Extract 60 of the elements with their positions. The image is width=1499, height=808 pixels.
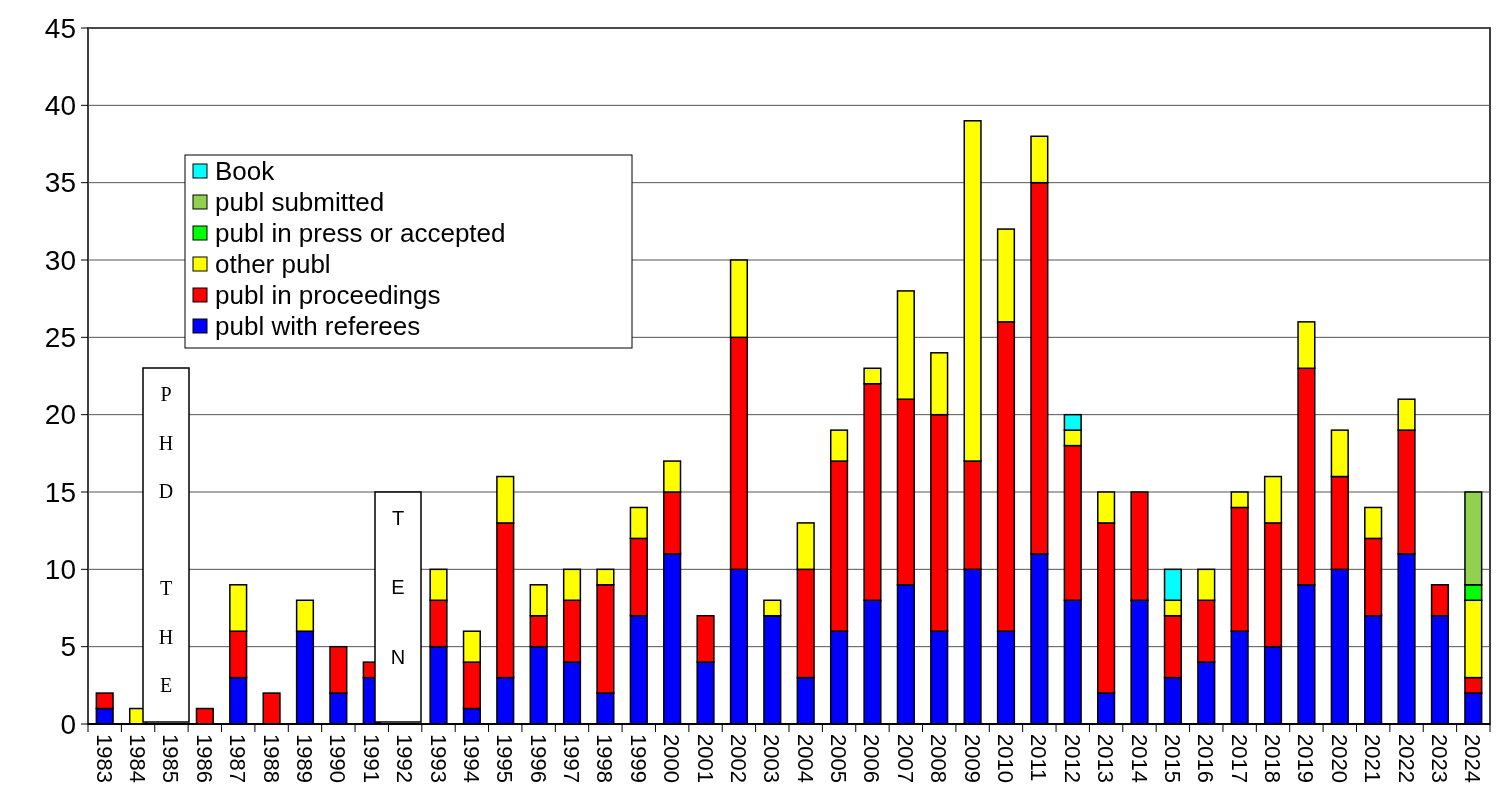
x-tick-label: 1987 (225, 734, 251, 783)
legend-label: publ with referees (215, 311, 421, 342)
x-tick-label: 1993 (425, 734, 451, 783)
x-tick-label: 1986 (191, 734, 217, 783)
x-tick-label: 2002 (725, 734, 751, 783)
x-tick-label: 2006 (859, 734, 885, 783)
y-tick-label: 10 (44, 554, 76, 586)
legend-label: Book (215, 156, 276, 187)
x-tick-label: 2011 (1026, 734, 1052, 782)
x-tick-label: 2019 (1293, 734, 1319, 783)
y-tick-label: 5 (60, 631, 76, 663)
x-tick-label: 1989 (291, 734, 317, 783)
x-tick-label: 2017 (1226, 734, 1252, 783)
x-tick-label: 2005 (826, 734, 852, 783)
x-tick-label: 1991 (358, 734, 384, 783)
legend-label: publ in proceedings (215, 280, 441, 311)
y-tick-label: 45 (44, 12, 76, 44)
x-tick-label: 1983 (91, 734, 117, 783)
x-tick-label: 1988 (258, 734, 284, 783)
y-tick-label: 25 (44, 322, 76, 354)
x-tick-label: 2003 (759, 734, 785, 783)
y-tick-label: 40 (44, 90, 76, 122)
legend-label: publ in press or accepted (215, 218, 506, 249)
x-tick-label: 2016 (1193, 734, 1219, 783)
x-tick-label: 1999 (625, 734, 651, 783)
annotation: TEN (387, 507, 409, 715)
x-tick-label: 1992 (392, 734, 418, 783)
x-tick-label: 2001 (692, 734, 718, 783)
x-tick-label: 2023 (1426, 734, 1452, 783)
x-tick-label: 1998 (592, 734, 618, 783)
y-tick-label: 20 (44, 399, 76, 431)
x-tick-label: 1995 (492, 734, 518, 783)
annotation: PHD THE (155, 383, 177, 723)
x-tick-label: 1984 (125, 734, 151, 783)
x-tick-label: 2012 (1059, 734, 1085, 783)
x-tick-label: 1994 (458, 734, 484, 783)
y-tick-label: 0 (60, 708, 76, 740)
x-tick-label: 2015 (1159, 734, 1185, 783)
legend-label: other publ (215, 249, 331, 280)
x-tick-label: 2010 (992, 734, 1018, 783)
legend-label: publ submitted (215, 187, 385, 218)
x-tick-label: 2024 (1460, 734, 1486, 783)
x-tick-label: 2000 (659, 734, 685, 783)
y-tick-label: 30 (44, 244, 76, 276)
x-tick-label: 1997 (559, 734, 585, 783)
y-tick-label: 35 (44, 167, 76, 199)
x-tick-label: 2018 (1260, 734, 1286, 783)
x-tick-label: 2008 (926, 734, 952, 783)
x-tick-label: 2004 (792, 734, 818, 783)
x-tick-label: 2009 (959, 734, 985, 783)
x-tick-label: 2007 (892, 734, 918, 783)
x-tick-label: 1985 (158, 734, 184, 783)
x-tick-label: 2014 (1126, 734, 1152, 783)
x-tick-label: 1996 (525, 734, 551, 783)
x-tick-label: 2021 (1360, 734, 1386, 783)
x-tick-label: 2013 (1093, 734, 1119, 783)
x-tick-label: 1990 (325, 734, 351, 783)
x-tick-label: 2020 (1326, 734, 1352, 783)
x-tick-label: 2022 (1393, 734, 1419, 783)
y-tick-label: 15 (44, 476, 76, 508)
